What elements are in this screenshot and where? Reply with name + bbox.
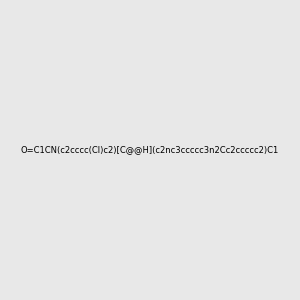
Text: O=C1CN(c2cccc(Cl)c2)[C@@H](c2nc3ccccc3n2Cc2ccccc2)C1: O=C1CN(c2cccc(Cl)c2)[C@@H](c2nc3ccccc3n2… [21,146,279,154]
